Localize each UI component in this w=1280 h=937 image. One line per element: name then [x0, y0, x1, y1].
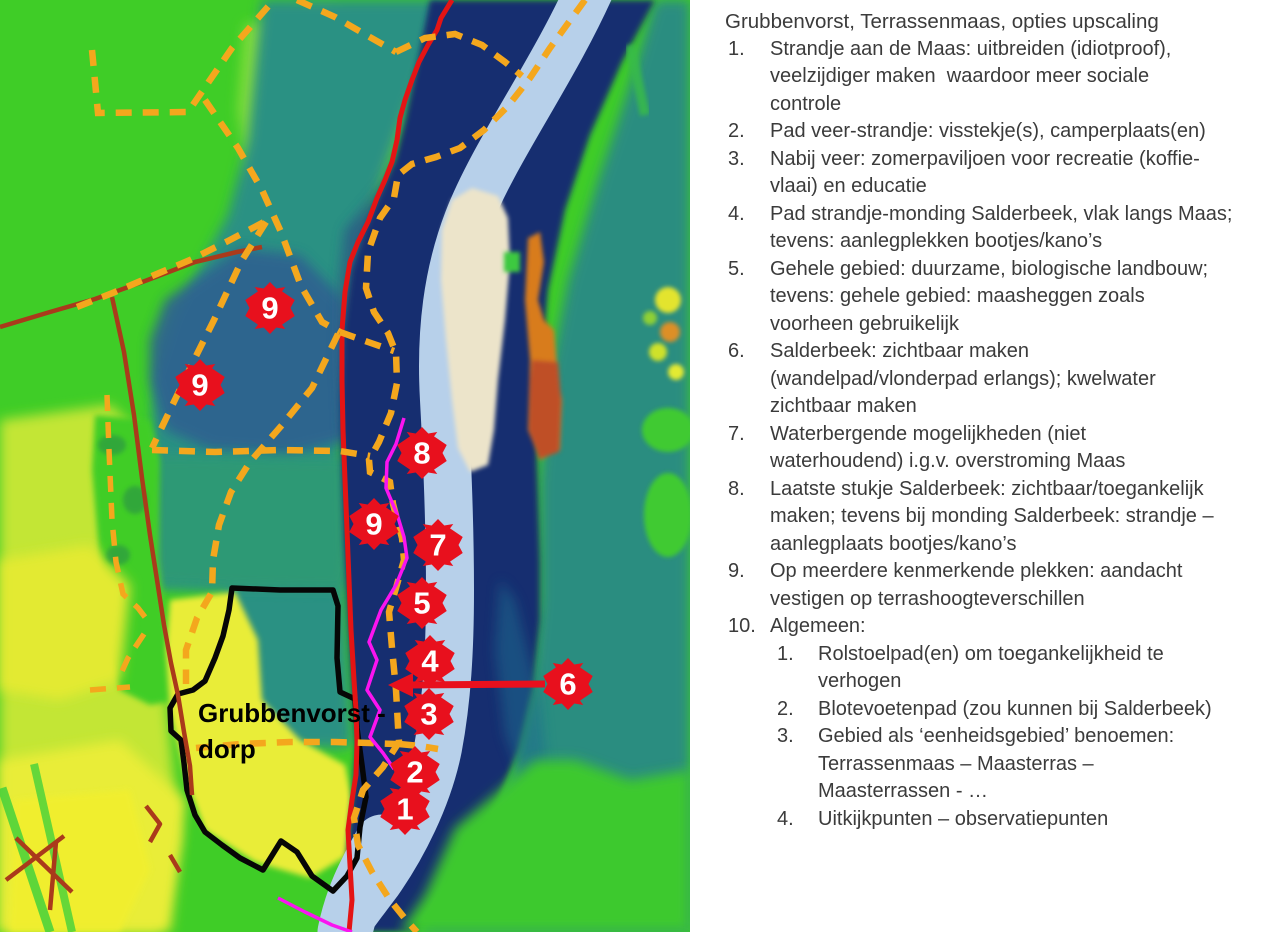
- elevation-map: 9 9 8 9 7 5 4 3 2 1 6 Grubbenvorst - dor…: [0, 0, 690, 932]
- village-label-line2: dorp: [198, 734, 256, 764]
- list-item-1: 1. Strandje aan de Maas: uitbreiden (idio…: [720, 36, 1276, 119]
- svg-text:8: 8: [413, 436, 430, 471]
- svg-text:9: 9: [191, 368, 208, 403]
- sublist-text: Blotevoetenpad (zou kunnen bij Salderbee…: [818, 697, 1212, 720]
- red-road: [339, 0, 455, 932]
- sublist-number: 4.: [777, 807, 794, 830]
- sublist-text: Rolstoelpad(en) om toegankelijkheid te v…: [818, 642, 1164, 693]
- map-badge-9b: 9: [175, 359, 225, 411]
- river-island: [441, 188, 510, 472]
- sublist-number: 1.: [777, 642, 794, 665]
- svg-text:9: 9: [365, 507, 382, 542]
- sublist-number: 3.: [777, 725, 794, 747]
- svg-text:6: 6: [559, 667, 576, 702]
- svg-text:3: 3: [420, 697, 437, 732]
- list-text: Strandje aan de Maas: uitbreiden (idiotp…: [770, 37, 1172, 115]
- maas-river: [317, 0, 612, 932]
- terrain-patch-orange: [504, 232, 562, 460]
- list-text: Waterbergende mogelijkheden (niet waterh…: [770, 422, 1126, 473]
- list-number: 3.: [728, 147, 745, 170]
- svg-text:7: 7: [429, 528, 446, 563]
- list-text: Op meerdere kenmerkende plekken: aandach…: [770, 560, 1183, 610]
- salderbeek-stream: [277, 417, 409, 932]
- list-item-9: 9. Op meerdere kenmerkende plekken: aanda…: [720, 558, 1276, 613]
- list-text: Gehele gebied: duurzame, biologische lan…: [770, 257, 1209, 335]
- panel-title: Grubbenvorst, Terrassenmaas, opties upsc…: [725, 10, 1159, 33]
- list-text: Laatste stukje Salderbeek: zichtbaar/toe…: [770, 477, 1214, 555]
- sublist-text: Gebied als ‘eenheidsgebied’ benoemen: Te…: [818, 725, 1175, 802]
- list-item-2: 2. Pad veer-strandje: visstekje(s), campe…: [720, 118, 1276, 146]
- svg-text:5: 5: [413, 586, 430, 621]
- list-item-6: 6. Salderbeek: zichtbaar maken (wandelpad…: [720, 338, 1276, 421]
- map-badge-9c: 9: [349, 498, 399, 550]
- notes-panel: Grubbenvorst, Terrassenmaas, opties upsc…: [720, 8, 1276, 833]
- dashed-path-network: [75, 0, 588, 932]
- list-item-4: 4. Pad strandje-monding Salderbeek, vlak …: [720, 201, 1276, 256]
- list-item-8: 8. Laatste stukje Salderbeek: zichtbaar/t…: [720, 476, 1276, 559]
- list-text: Algemeen:: [770, 615, 866, 637]
- svg-text:4: 4: [421, 644, 439, 679]
- list-number: 8.: [728, 477, 745, 500]
- map-badge-3: 3: [404, 688, 454, 740]
- sublist-number: 2.: [777, 697, 794, 720]
- map-badge-1: 1: [380, 783, 430, 835]
- map-badge-7: 7: [413, 519, 463, 571]
- svg-text:1: 1: [396, 792, 413, 827]
- list-number: 6.: [728, 340, 745, 362]
- list-number: 5.: [728, 257, 745, 280]
- list-number: 10.: [728, 615, 756, 637]
- list-number: 9.: [728, 560, 745, 582]
- list-item-3: 3. Nabij veer: zomerpaviljoen voor recrea…: [720, 146, 1276, 201]
- list-text: Pad veer-strandje: visstekje(s), camperp…: [770, 120, 1206, 142]
- list-text: Salderbeek: zichtbaar maken (wandelpad/v…: [770, 340, 1156, 417]
- sublist-item-1: 1. Rolstoelpad(en) om toegankelijkheid te…: [720, 641, 1276, 696]
- list-item-5: 5. Gehele gebied: duurzame, biologische l…: [720, 256, 1276, 339]
- list-item-7: 7. Waterbergende mogelijkheden (niet wate…: [720, 421, 1276, 476]
- svg-text:9: 9: [261, 291, 278, 326]
- sublist-item-4: 4. Uitkijkpunten – observatiepunten: [720, 806, 1276, 834]
- list-number: 4.: [728, 202, 745, 225]
- map-badge-6: 6: [543, 658, 593, 710]
- brown-roads: [0, 244, 263, 911]
- village-boundary: [167, 585, 369, 894]
- list-text: Pad strandje-monding Salderbeek, vlak la…: [770, 202, 1233, 253]
- sublist-text: Uitkijkpunten – observatiepunten: [818, 807, 1109, 830]
- map-badge-8: 8: [397, 427, 447, 479]
- list-item-10: 10. Algemeen:: [720, 613, 1276, 641]
- list-number: 1.: [728, 37, 745, 60]
- sublist-item-2: 2. Blotevoetenpad (zou kunnen bij Salderb…: [720, 696, 1276, 724]
- map-badge-2: 2: [390, 746, 440, 798]
- map-canvas: 9 9 8 9 7 5 4 3 2 1 6 Grubbenvorst - dor…: [0, 0, 690, 932]
- sublist-item-3: 3. Gebied als ‘eenheidsgebied’ benoemen: …: [720, 723, 1276, 806]
- list-number: 2.: [728, 120, 745, 142]
- map-badge-4: 4: [405, 635, 455, 687]
- village-label-line1: Grubbenvorst -: [198, 698, 386, 728]
- list-text: Nabij veer: zomerpaviljoen voor recreati…: [770, 147, 1200, 198]
- terrain-layers: [0, 0, 690, 932]
- map-badge-5: 5: [397, 577, 447, 629]
- list-number: 7.: [728, 422, 745, 445]
- map-badge-9a: 9: [245, 282, 295, 334]
- svg-text:2: 2: [406, 755, 423, 790]
